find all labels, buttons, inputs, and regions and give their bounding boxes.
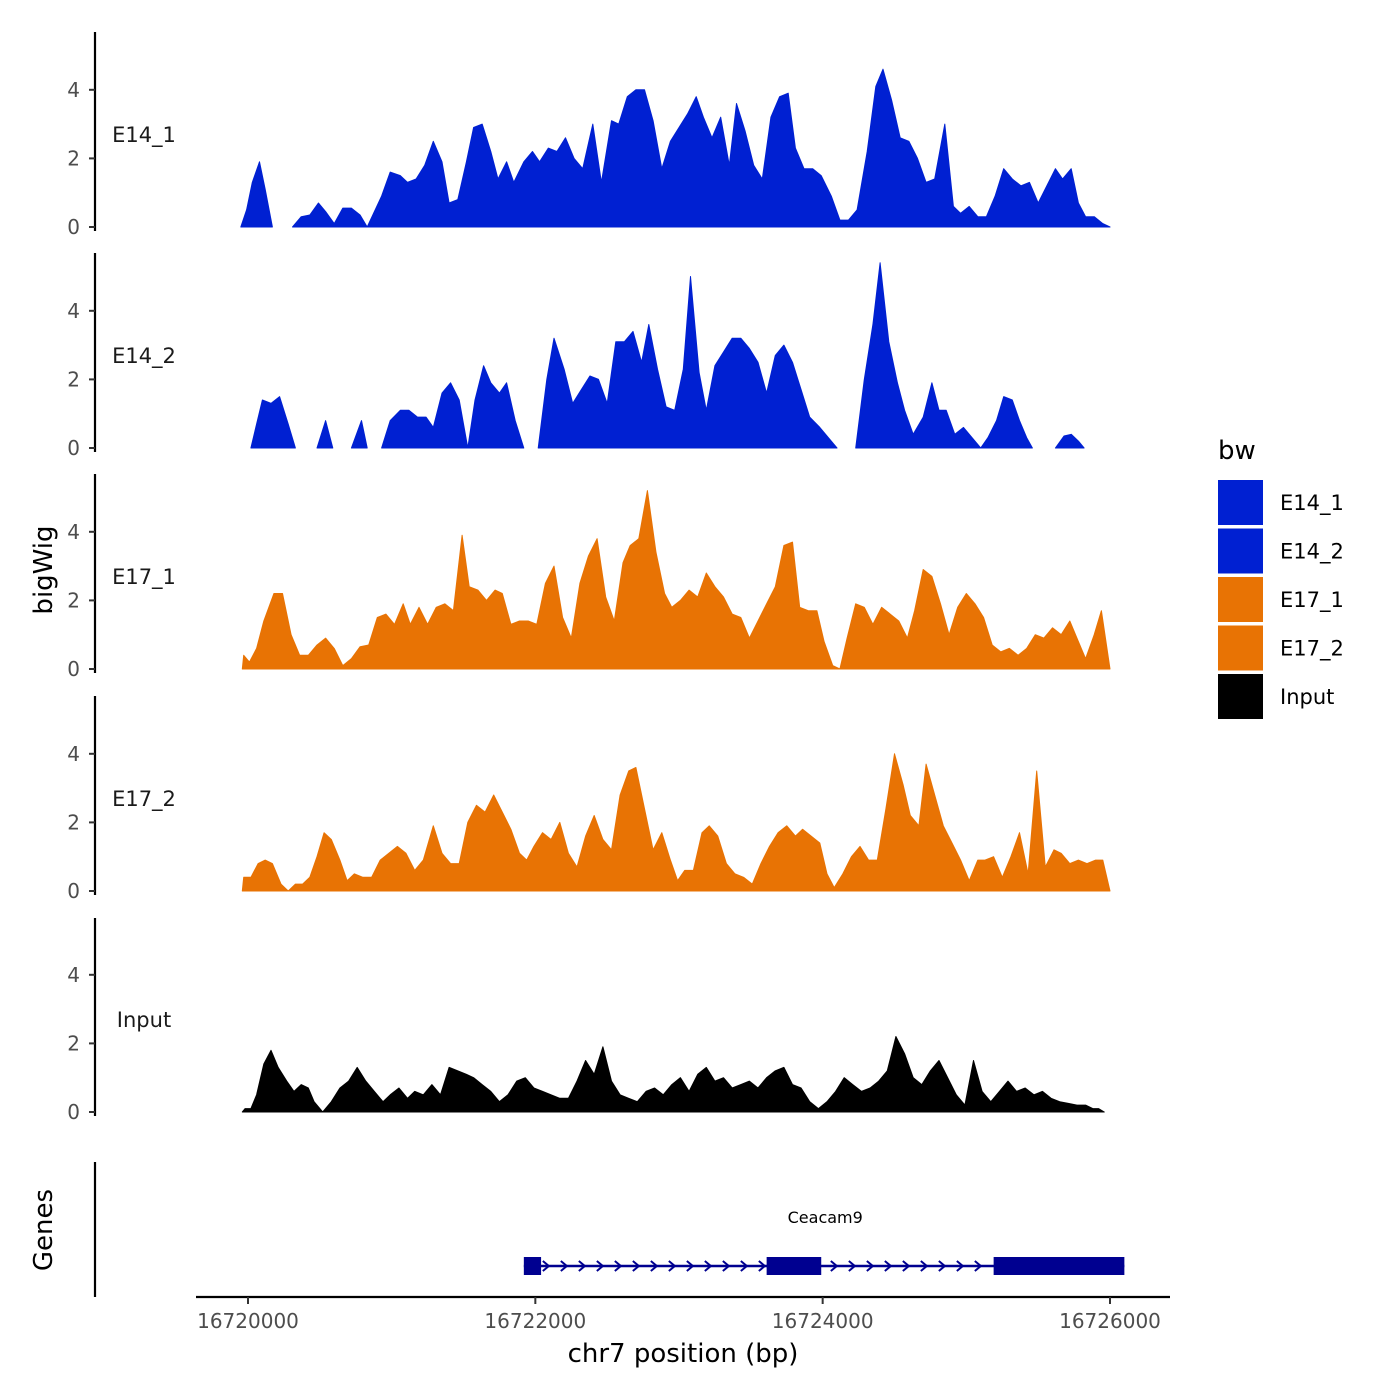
strand-chevron-11 [722,1260,731,1272]
strand-chevron-22 [974,1260,983,1272]
x-tick-label-16722000: 16722000 [484,1309,586,1333]
legend-label-E14_1: E14_1 [1280,491,1344,516]
area-E14_2-segment-5 [537,276,838,449]
track-label-E14_1: E14_1 [112,123,176,148]
track-label-E17_2: E17_2 [112,787,176,812]
strand-chevron-19 [920,1260,929,1272]
legend-label-E17_1: E17_1 [1280,588,1344,613]
exon-3 [993,1257,1125,1275]
strand-chevron-12 [740,1260,749,1272]
track-E14_1: 0 2 4 E14_1 [67,32,1111,239]
strand-chevron-20 [938,1260,947,1272]
y-tick-label-E17_2-4: 4 [67,742,80,766]
legend: bw E14_1 E14_2 E17_1 E17_2 Input [1218,436,1344,719]
strand-chevron-18 [902,1260,911,1272]
x-axis: 16720000 16722000 16724000 16726000 chr7 po… [196,1295,1170,1369]
area-E14_1-segment-2 [292,68,1111,228]
area-E17_2-segment-1 [241,753,1111,892]
strand-chevron-3 [578,1260,587,1272]
y-axis-title: bigWig [29,525,59,614]
y-tick-label-Input-2: 2 [67,1031,80,1055]
gene-track-title: Genes [29,1189,59,1271]
strand-chevron-21 [956,1260,965,1272]
legend-key-E17_2 [1218,625,1263,671]
signal-tracks: 0 2 4 E14_1 0 2 4 E14_2 0 2 4 E17_1 0 2 4 E17_2 0 2 4 Input [67,32,1111,1124]
strand-chevron-9 [686,1260,695,1272]
y-tick-label-E14_1-2: 2 [67,146,80,170]
strand-chevron-2 [560,1260,569,1272]
gene-label: Ceacam9 [788,1208,863,1227]
strand-chevron-13 [758,1260,767,1272]
strand-chevron-5 [614,1260,623,1272]
gene-model-ceacam9 [523,1257,1125,1275]
track-label-Input: Input [117,1008,171,1032]
y-tick-label-E14_2-4: 4 [67,299,80,323]
area-E14_2-segment-7 [1054,433,1085,449]
strand-chevron-10 [704,1260,713,1272]
track-E17_1: 0 2 4 E17_1 [67,474,1111,681]
y-tick-label-E14_1-0: 0 [67,215,80,239]
y-tick-label-E17_1-4: 4 [67,520,80,544]
strand-chevron-6 [632,1260,641,1272]
strand-chevron-17 [884,1260,893,1272]
area-E14_2-segment-3 [350,420,368,449]
legend-title: bw [1218,436,1256,466]
strand-chevron-15 [848,1260,857,1272]
area-E14_1-segment-1 [240,161,273,228]
legend-label-E14_2: E14_2 [1280,540,1344,565]
y-tick-label-Input-4: 4 [67,963,80,987]
area-E14_2-segment-4 [381,365,525,449]
area-E17_1-segment-1 [241,490,1111,670]
gene-track: Genes Ceacam9 [29,1162,1125,1297]
x-tick-label-16724000: 16724000 [772,1309,874,1333]
area-E14_2-segment-1 [250,396,296,449]
strand-chevron-8 [668,1260,677,1272]
legend-key-Input [1218,674,1263,719]
x-axis-title: chr7 position (bp) [568,1339,799,1369]
y-tick-label-E17_2-2: 2 [67,810,80,834]
track-label-E14_2: E14_2 [112,344,176,369]
x-tick-label-16720000: 16720000 [197,1309,299,1333]
area-Input-segment-1 [241,1036,1105,1113]
track-label-E17_1: E17_1 [112,565,176,590]
strand-chevron-16 [866,1260,875,1272]
y-tick-label-E17_1-0: 0 [67,657,80,681]
legend-key-E17_1 [1218,577,1263,622]
y-tick-label-Input-0: 0 [67,1100,80,1124]
track-E14_2: 0 2 4 E14_2 [67,253,1085,460]
strand-chevron-1 [542,1260,551,1272]
exon-2 [766,1257,822,1275]
exon-1 [523,1257,542,1275]
legend-key-E14_2 [1218,528,1263,574]
y-tick-label-E14_1-4: 4 [67,78,80,102]
area-E14_2-segment-2 [316,420,334,449]
y-tick-label-E14_2-0: 0 [67,436,80,460]
legend-key-E14_1 [1218,480,1263,525]
track-Input: 0 2 4 Input [67,918,1105,1124]
strand-chevron-14 [830,1260,839,1272]
strand-chevron-4 [596,1260,605,1272]
track-E17_2: 0 2 4 E17_2 [67,696,1111,903]
legend-label-Input: Input [1280,685,1334,709]
x-tick-label-16726000: 16726000 [1059,1309,1161,1333]
strand-chevron-7 [650,1260,659,1272]
area-E14_2-segment-6 [855,262,1033,449]
y-tick-label-E14_2-2: 2 [67,367,80,391]
y-tick-label-E17_2-0: 0 [67,879,80,903]
y-tick-label-E17_1-2: 2 [67,588,80,612]
legend-label-E17_2: E17_2 [1280,637,1344,662]
